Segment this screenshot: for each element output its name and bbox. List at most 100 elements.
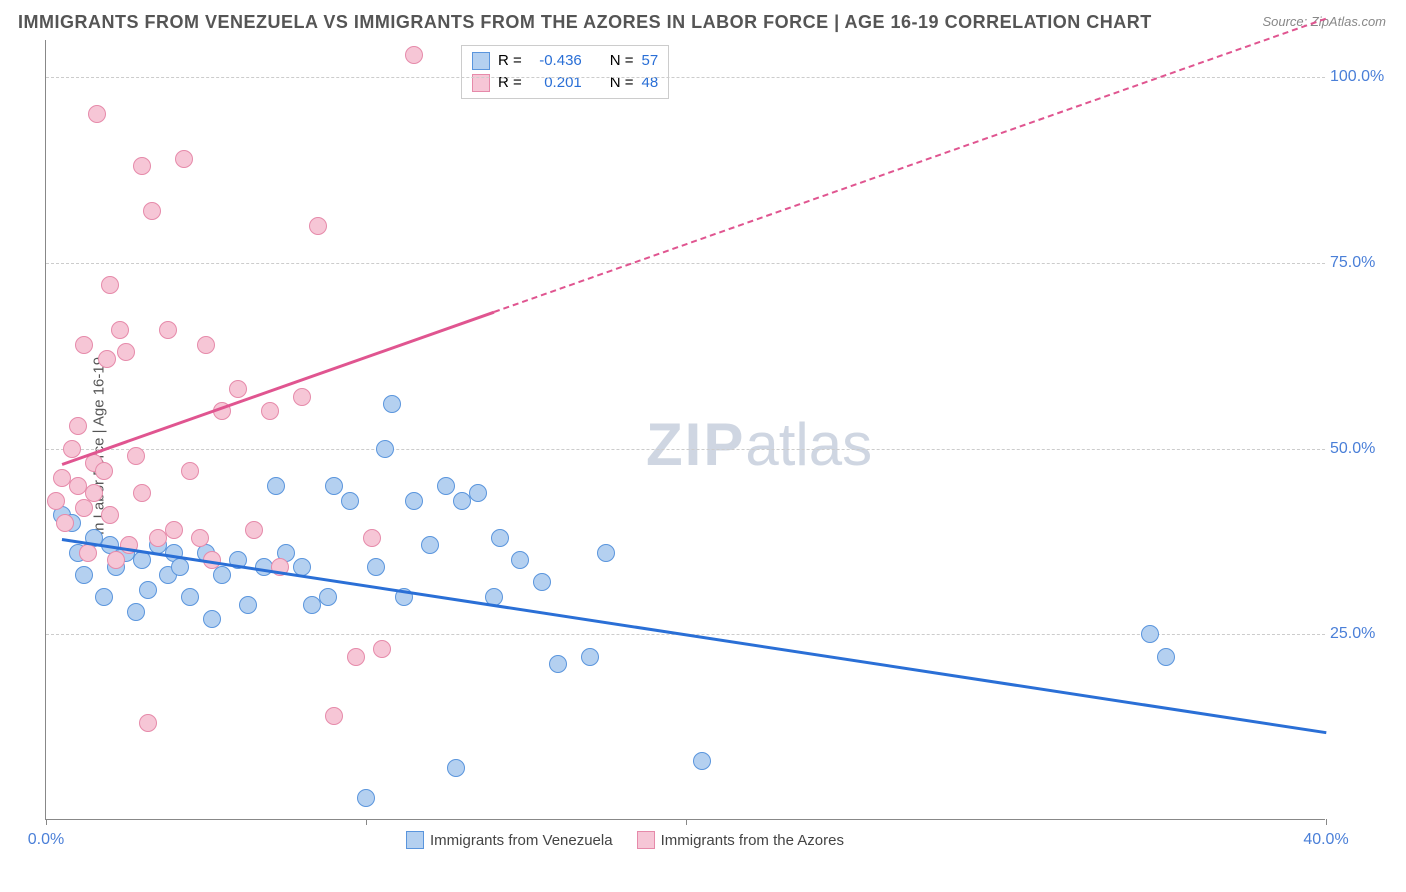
data-point (325, 707, 343, 725)
stats-n-value: 48 (642, 72, 659, 94)
data-point (181, 462, 199, 480)
data-point (293, 388, 311, 406)
data-point (363, 529, 381, 547)
data-point (47, 492, 65, 510)
data-point (88, 105, 106, 123)
watermark: ZIPatlas (646, 410, 872, 479)
data-point (405, 46, 423, 64)
data-point (107, 551, 125, 569)
data-point (447, 759, 465, 777)
y-tick-label: 75.0% (1330, 254, 1390, 272)
data-point (75, 336, 93, 354)
data-point (133, 484, 151, 502)
data-point (383, 395, 401, 413)
x-tick-label: 0.0% (28, 831, 64, 849)
x-tick (366, 819, 367, 825)
data-point (139, 581, 157, 599)
data-point (357, 789, 375, 807)
data-point (133, 157, 151, 175)
gridline (46, 449, 1325, 450)
data-point (69, 417, 87, 435)
data-point (325, 477, 343, 495)
data-point (159, 321, 177, 339)
data-point (347, 648, 365, 666)
legend-item: Immigrants from the Azores (637, 831, 844, 849)
y-tick-label: 25.0% (1330, 625, 1390, 643)
data-point (197, 336, 215, 354)
data-point (98, 350, 116, 368)
data-point (175, 150, 193, 168)
legend-label: Immigrants from the Azores (661, 832, 844, 849)
data-point (261, 402, 279, 420)
scatter-plot: ZIPatlas R =-0.436N =57R =0.201N =48 Imm… (45, 40, 1325, 820)
data-point (56, 514, 74, 532)
legend-label: Immigrants from Venezuela (430, 832, 613, 849)
stats-row: R = 0.201 N = 48 (472, 72, 658, 94)
data-point (75, 566, 93, 584)
data-point (511, 551, 529, 569)
stats-row: R = -0.436 N = 57 (472, 50, 658, 72)
data-point (1157, 648, 1175, 666)
data-point (143, 202, 161, 220)
data-point (376, 440, 394, 458)
gridline (46, 263, 1325, 264)
legend-item: Immigrants from Venezuela (406, 831, 613, 849)
data-point (469, 484, 487, 502)
gridline (46, 77, 1325, 78)
stats-r-value: 0.201 (530, 72, 582, 94)
data-point (101, 276, 119, 294)
chart-title: IMMIGRANTS FROM VENEZUELA VS IMMIGRANTS … (18, 12, 1152, 33)
data-point (63, 440, 81, 458)
stats-r-label: R = (498, 72, 522, 94)
x-tick (686, 819, 687, 825)
stats-legend: R = -0.436 N = 57 R = 0.201 N = 48 (461, 45, 669, 99)
data-point (127, 603, 145, 621)
stats-n-value: 57 (642, 50, 659, 72)
data-point (533, 573, 551, 591)
data-point (239, 596, 257, 614)
data-point (267, 477, 285, 495)
data-point (191, 529, 209, 547)
data-point (165, 521, 183, 539)
y-tick-label: 100.0% (1330, 68, 1390, 86)
data-point (597, 544, 615, 562)
data-point (213, 566, 231, 584)
data-point (309, 217, 327, 235)
data-point (549, 655, 567, 673)
x-tick (46, 819, 47, 825)
data-point (581, 648, 599, 666)
data-point (245, 521, 263, 539)
stats-r-value: -0.436 (530, 50, 582, 72)
x-tick-label: 40.0% (1303, 831, 1348, 849)
data-point (405, 492, 423, 510)
legend-swatch (637, 831, 655, 849)
data-point (319, 588, 337, 606)
data-point (421, 536, 439, 554)
stats-n-label: N = (610, 50, 634, 72)
data-point (341, 492, 359, 510)
data-point (127, 447, 145, 465)
stats-n-label: N = (610, 72, 634, 94)
data-point (437, 477, 455, 495)
data-point (229, 380, 247, 398)
data-point (171, 558, 189, 576)
series-swatch (472, 52, 490, 70)
data-point (1141, 625, 1159, 643)
series-legend: Immigrants from Venezuela Immigrants from… (406, 831, 844, 849)
data-point (95, 462, 113, 480)
data-point (693, 752, 711, 770)
data-point (111, 321, 129, 339)
data-point (85, 484, 103, 502)
data-point (139, 714, 157, 732)
x-tick (1326, 819, 1327, 825)
data-point (491, 529, 509, 547)
legend-swatch (406, 831, 424, 849)
data-point (203, 610, 221, 628)
data-point (367, 558, 385, 576)
trend-line (62, 538, 1326, 734)
data-point (373, 640, 391, 658)
data-point (181, 588, 199, 606)
data-point (95, 588, 113, 606)
source-credit: Source: ZipAtlas.com (1262, 14, 1386, 29)
stats-r-label: R = (498, 50, 522, 72)
